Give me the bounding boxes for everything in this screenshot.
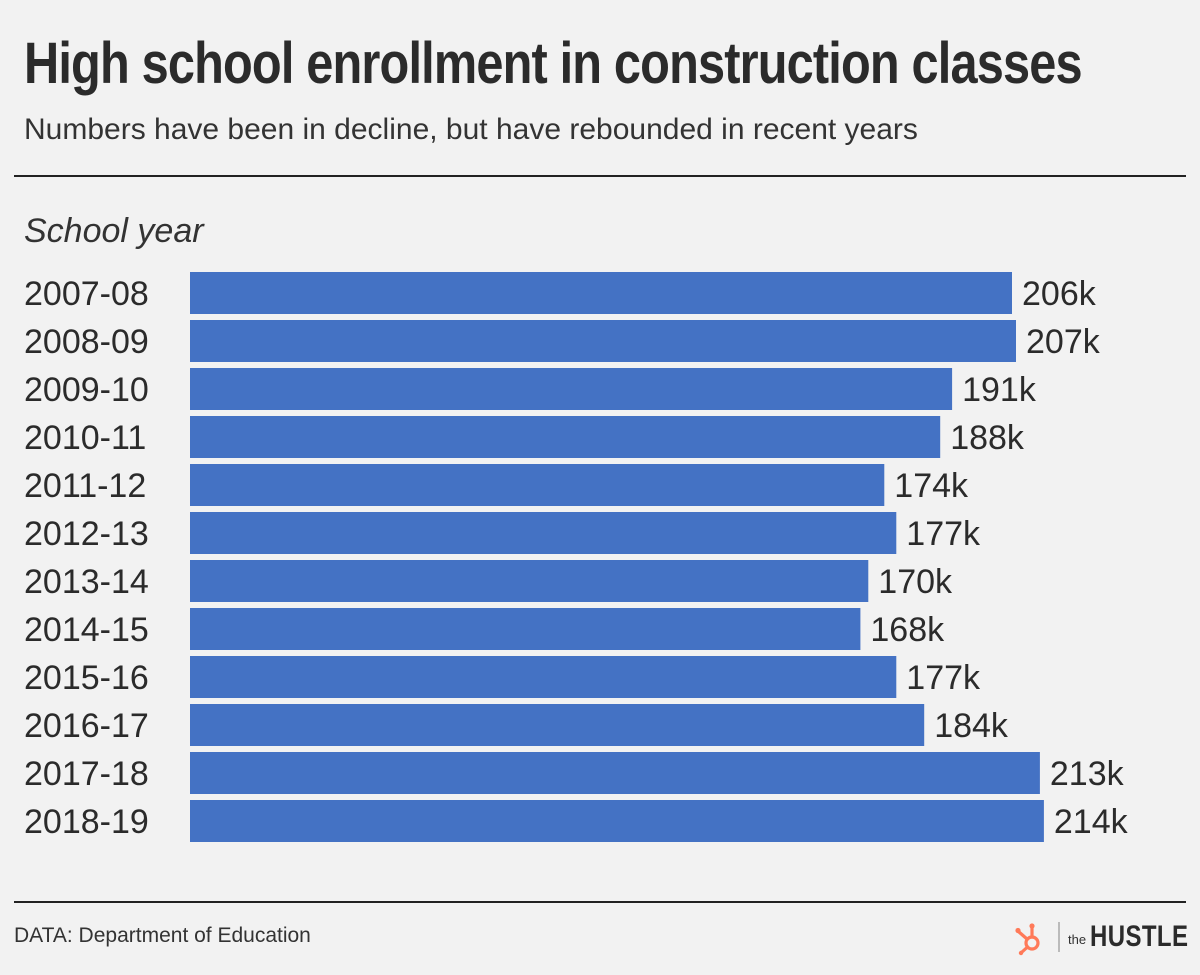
data-label: 174k (894, 467, 969, 505)
bar (190, 560, 869, 602)
bar (190, 800, 1044, 842)
data-label: 213k (1050, 755, 1125, 793)
category-label: 2017-18 (24, 755, 149, 793)
category-label: 2015-16 (24, 659, 149, 697)
the-hustle-logo: the HUSTLE (1010, 918, 1190, 958)
top-divider (14, 175, 1186, 177)
data-label: 191k (962, 371, 1037, 409)
data-label: 177k (906, 515, 981, 553)
category-label: 2007-08 (24, 275, 149, 313)
bar (190, 272, 1012, 314)
data-label: 207k (1026, 323, 1101, 361)
chart-subtitle: Numbers have been in decline, but have r… (24, 113, 918, 146)
category-label: 2008-09 (24, 323, 149, 361)
bar (190, 416, 941, 458)
bar-chart: 2007-08 206k 2008-09 207k 2009-10 191k 2010-11… (24, 272, 1129, 842)
category-label: 2011-12 (24, 467, 146, 505)
bar (190, 704, 925, 746)
data-label: 214k (1054, 803, 1129, 841)
data-label: 188k (950, 419, 1025, 457)
bar (190, 656, 897, 698)
bar (190, 512, 897, 554)
bar (190, 752, 1040, 794)
source-note: DATA: Department of Education (14, 924, 311, 947)
data-label: 184k (934, 707, 1009, 745)
logo-divider (1058, 922, 1060, 952)
logo-prefix: the (1068, 932, 1087, 947)
bar (190, 320, 1016, 362)
chart-title: High school enrollment in construction c… (24, 31, 1083, 96)
category-label: 2016-17 (24, 707, 149, 745)
data-label: 168k (870, 611, 945, 649)
logo-wordmark: HUSTLE (1090, 920, 1189, 953)
bar (190, 608, 861, 650)
category-label: 2009-10 (24, 371, 149, 409)
category-label: 2012-13 (24, 515, 149, 553)
bar (190, 464, 885, 506)
category-axis-title: School year (24, 212, 204, 250)
data-label: 170k (878, 563, 953, 601)
category-label: 2010-11 (24, 419, 146, 457)
data-label: 177k (906, 659, 981, 697)
data-label: 206k (1022, 275, 1097, 313)
bottom-divider (14, 901, 1186, 903)
category-label: 2013-14 (24, 563, 149, 601)
category-label: 2014-15 (24, 611, 149, 649)
category-label: 2018-19 (24, 803, 149, 841)
bar (190, 368, 953, 410)
hubspot-sprocket-icon (1015, 923, 1040, 956)
